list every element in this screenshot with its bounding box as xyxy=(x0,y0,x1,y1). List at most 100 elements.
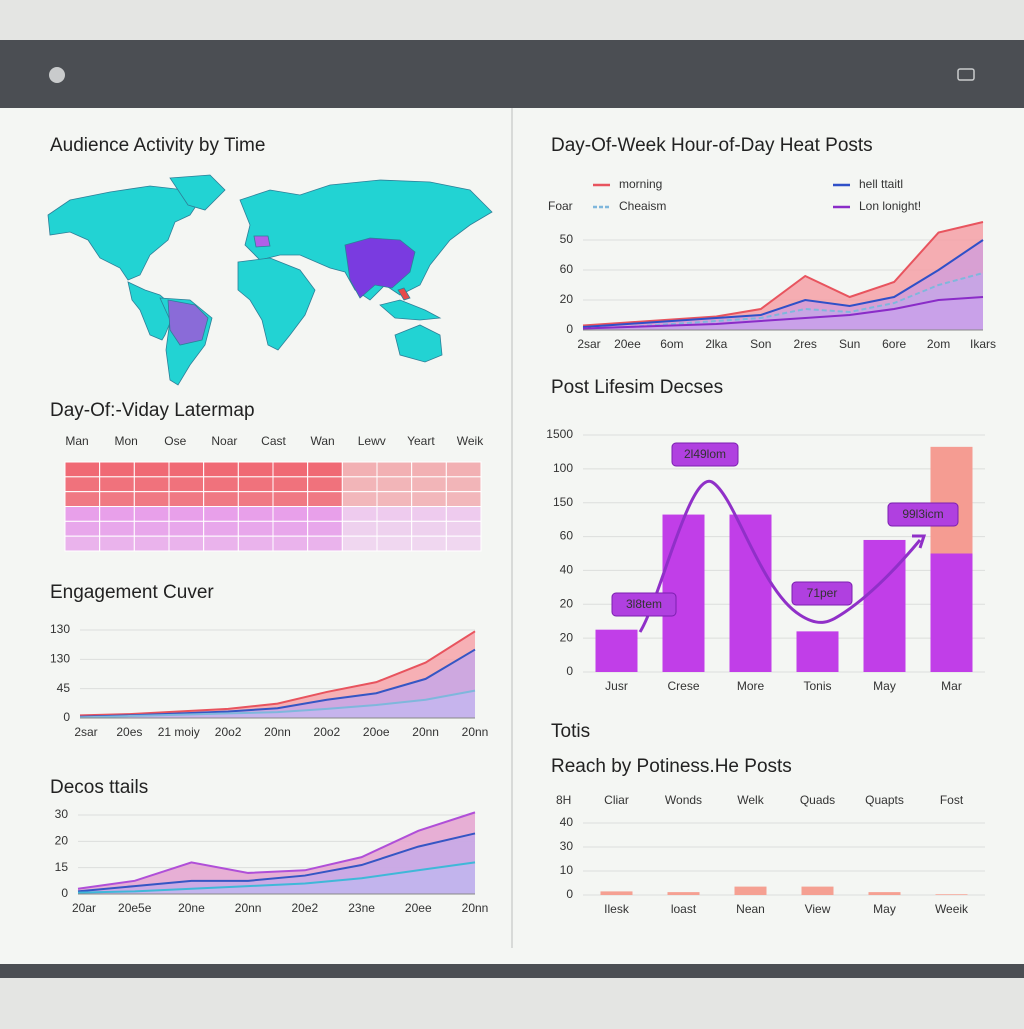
heat-cell xyxy=(376,520,413,537)
y-tick-label: 45 xyxy=(57,681,71,695)
column-label: Ose xyxy=(164,434,186,448)
y-tick-label: 60 xyxy=(560,529,574,543)
bar xyxy=(930,553,973,672)
y-tick-label: 0 xyxy=(566,887,573,901)
heat-cell xyxy=(133,476,170,493)
x-tick-label: Jusr xyxy=(605,679,628,693)
annotation-box xyxy=(671,442,739,467)
chart-title: Post Lifesim Decses xyxy=(551,377,723,398)
heat-cell xyxy=(307,520,343,537)
x-tick-label: 2sar xyxy=(74,725,97,739)
bar xyxy=(667,892,700,895)
y-tick-label: 0 xyxy=(63,710,70,724)
annotation-box xyxy=(887,502,959,527)
x-tick-label: Sun xyxy=(839,337,860,351)
annotation-arrow xyxy=(912,534,927,549)
heat-cell xyxy=(272,461,309,478)
heat-cell xyxy=(411,535,447,552)
x-tick-label: 2om xyxy=(927,337,950,351)
heat-cell xyxy=(445,461,482,478)
top-bezel xyxy=(0,40,1024,108)
x-tick-label: 2res xyxy=(794,337,817,351)
heat-cell xyxy=(376,535,413,552)
heat-cell xyxy=(341,506,378,522)
bar xyxy=(930,446,973,554)
annotation-label: 2l49lom xyxy=(684,447,726,461)
window-icon[interactable] xyxy=(957,68,975,81)
y-tick-label: 0 xyxy=(566,322,573,336)
heat-cell xyxy=(237,535,274,552)
section-label: Totis xyxy=(551,721,590,742)
heat-cell xyxy=(341,520,378,537)
heat-cell xyxy=(272,535,309,552)
bar xyxy=(796,631,839,672)
y-tick-label: 40 xyxy=(560,815,574,829)
heat-cell xyxy=(203,520,239,537)
bar xyxy=(734,886,767,895)
heat-cell xyxy=(133,506,170,522)
heat-cell xyxy=(272,476,309,493)
annotation-curve xyxy=(638,479,922,633)
x-tick-label: Son xyxy=(750,337,771,351)
y-tick-label: 150 xyxy=(553,495,573,509)
column-label: Noar xyxy=(211,434,237,448)
heat-cell xyxy=(307,506,343,522)
series-line xyxy=(79,689,476,719)
chart-title: Day-Of-Week Hour-of-Day Heat Posts xyxy=(551,135,873,156)
chart-title: Reach by Potiness.He Posts xyxy=(551,756,792,777)
heat-cell xyxy=(64,520,101,537)
y-tick-label: 20 xyxy=(560,292,574,306)
heat-cell xyxy=(237,476,274,493)
heat-cell xyxy=(445,520,482,537)
heat-cell xyxy=(99,461,135,478)
heat-cell xyxy=(445,535,482,552)
heat-cell xyxy=(133,520,170,537)
y-axis-label: 8H xyxy=(556,793,571,807)
column-header: Quapts xyxy=(865,793,904,807)
x-tick-label: Weeik xyxy=(935,902,969,916)
x-tick-label: 20nn xyxy=(412,725,439,739)
heat-cell xyxy=(341,491,378,507)
column-header: Cliar xyxy=(604,793,629,807)
heat-cell xyxy=(411,491,447,507)
heat-cell xyxy=(133,535,170,552)
annotation-box xyxy=(791,581,853,606)
y-tick-label: 40 xyxy=(560,563,574,577)
x-tick-label: Mar xyxy=(941,679,962,693)
y-axis-label: Foar xyxy=(548,199,573,213)
heat-cell xyxy=(64,476,101,493)
heat-cell xyxy=(99,506,135,522)
bar xyxy=(729,514,772,672)
y-tick-label: 100 xyxy=(553,461,573,475)
y-tick-label: 130 xyxy=(50,652,70,666)
heat-cell xyxy=(99,535,135,552)
legend-label: Lon lonight! xyxy=(859,199,921,213)
heat-cell xyxy=(376,461,413,478)
heat-cell xyxy=(203,506,239,522)
x-tick-label: Tonis xyxy=(803,679,831,693)
column-label: Weik xyxy=(457,434,484,448)
legend-label: Cheaism xyxy=(619,199,666,213)
heat-cell xyxy=(411,461,447,478)
series-line xyxy=(77,811,476,890)
heat-cell xyxy=(445,506,482,522)
column-header: Fost xyxy=(940,793,964,807)
heat-cell xyxy=(203,461,239,478)
x-tick-label: 20e2 xyxy=(292,901,319,915)
bar xyxy=(600,891,633,895)
x-tick-label: 6om xyxy=(660,337,683,351)
x-tick-label: 20oe xyxy=(363,725,390,739)
heat-cell xyxy=(376,506,413,522)
x-tick-label: 20ee xyxy=(405,901,432,915)
heat-cell xyxy=(237,506,274,522)
heat-cell xyxy=(445,476,482,493)
column-label: Lewv xyxy=(358,434,386,448)
heat-cell xyxy=(307,535,343,552)
annotation-label: 3l8tem xyxy=(626,597,662,611)
heat-cell xyxy=(341,535,378,552)
x-tick-label: 20ar xyxy=(72,901,96,915)
x-tick-label: 20es xyxy=(116,725,142,739)
annotation-label: 71per xyxy=(807,586,838,600)
heat-cell xyxy=(168,506,205,522)
